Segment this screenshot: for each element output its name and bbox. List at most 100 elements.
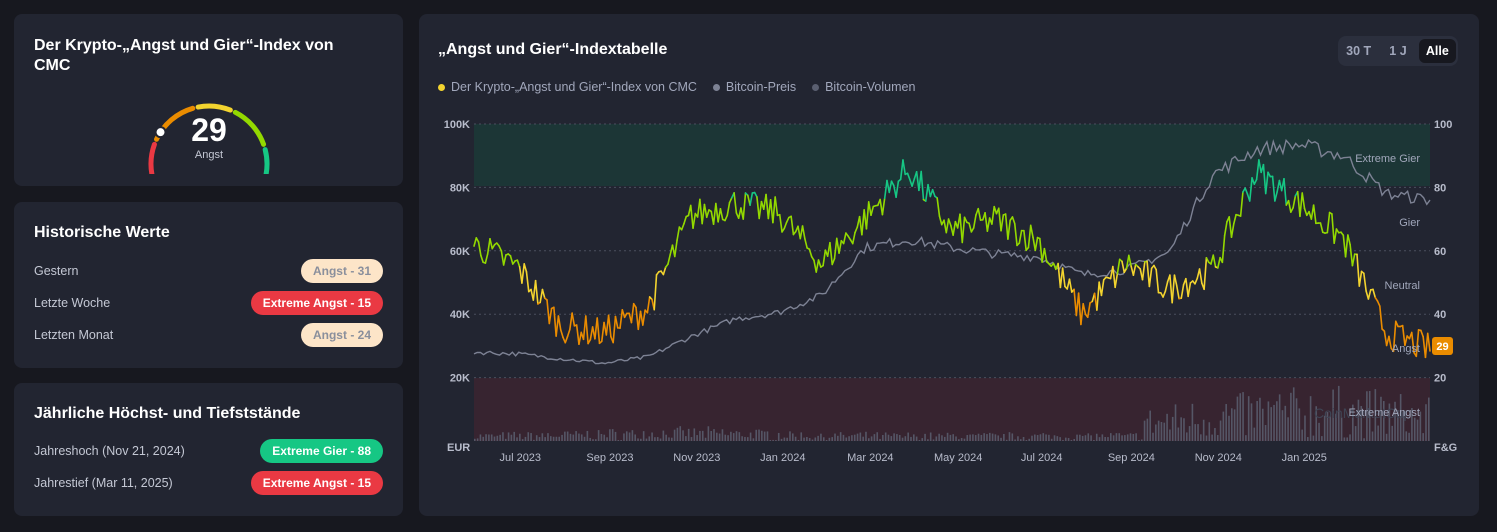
volume-bar bbox=[741, 436, 743, 441]
volume-bar bbox=[786, 437, 788, 441]
fear-greed-segment bbox=[911, 178, 916, 187]
fear-greed-segment bbox=[1420, 329, 1424, 338]
status-badge: Extreme Angst - 15 bbox=[250, 291, 383, 315]
volume-bar bbox=[941, 435, 943, 441]
range-1y-button[interactable]: 1 J bbox=[1389, 44, 1407, 58]
fear-greed-segment bbox=[753, 191, 758, 198]
fear-greed-segment bbox=[726, 201, 731, 217]
volume-bar bbox=[1087, 433, 1090, 441]
fear-greed-segment bbox=[1401, 324, 1406, 347]
x-axis-tick: Jul 2024 bbox=[1021, 452, 1063, 464]
volume-bar bbox=[564, 431, 566, 441]
current-value-label: 29 bbox=[1436, 341, 1448, 353]
volume-bar bbox=[744, 436, 746, 441]
volume-bar bbox=[1346, 437, 1348, 441]
fear-greed-segment bbox=[1018, 229, 1023, 244]
x-axis-tick: Mar 2024 bbox=[847, 452, 893, 464]
fear-greed-segment bbox=[1011, 216, 1016, 225]
x-axis-tick: Nov 2024 bbox=[1195, 452, 1242, 464]
volume-bar bbox=[963, 438, 966, 441]
chart-title: „Angst und Gier“-Indextabelle bbox=[438, 41, 668, 58]
gauge-knob bbox=[154, 126, 167, 139]
volume-bar bbox=[1157, 420, 1160, 441]
volume-bar bbox=[929, 432, 932, 441]
volume-bar bbox=[1208, 422, 1211, 441]
volume-bar bbox=[507, 432, 510, 441]
fear-greed-segment bbox=[1230, 223, 1235, 238]
volume-bar bbox=[1239, 393, 1242, 441]
volume-bar bbox=[544, 437, 546, 441]
volume-bar bbox=[1394, 401, 1396, 441]
volume-bar bbox=[1284, 405, 1287, 441]
fear-greed-segment bbox=[578, 331, 583, 346]
volume-bar bbox=[966, 435, 969, 441]
volume-bar bbox=[1101, 434, 1104, 441]
fear-greed-segment bbox=[502, 254, 507, 266]
volume-bar bbox=[488, 434, 490, 441]
volume-bar bbox=[580, 434, 583, 441]
volume-bar bbox=[803, 437, 805, 441]
volume-bar bbox=[907, 432, 909, 441]
volume-bar bbox=[1188, 426, 1191, 441]
legend-item-volume[interactable]: Bitcoin-Volumen bbox=[812, 80, 915, 94]
x-axis-tick: Jul 2023 bbox=[499, 452, 541, 464]
fear-greed-segment bbox=[959, 213, 964, 244]
range-all-button[interactable]: Alle bbox=[1418, 39, 1456, 63]
volume-bar bbox=[1079, 434, 1081, 441]
volume-bar bbox=[623, 433, 625, 441]
legend-label-volume: Bitcoin-Volumen bbox=[825, 80, 916, 94]
fear-greed-segment bbox=[1415, 329, 1420, 358]
fear-greed-segment bbox=[728, 196, 733, 204]
fear-greed-segment bbox=[831, 257, 836, 266]
volume-bar bbox=[1276, 401, 1278, 441]
volume-bar bbox=[775, 440, 777, 441]
fear-greed-segment bbox=[947, 218, 952, 227]
fear-greed-segment bbox=[1146, 260, 1151, 288]
volume-bar bbox=[1132, 434, 1135, 441]
volume-bar bbox=[637, 438, 639, 441]
fear-greed-segment bbox=[1358, 270, 1363, 287]
volume-bar bbox=[578, 433, 580, 441]
volume-bar bbox=[1160, 421, 1163, 441]
volume-bar bbox=[915, 436, 918, 441]
fear-greed-segment bbox=[1312, 204, 1317, 225]
legend-item-price[interactable]: Bitcoin-Preis bbox=[712, 80, 796, 94]
volume-bar bbox=[867, 438, 870, 441]
fear-greed-segment bbox=[480, 254, 484, 264]
volume-bar bbox=[499, 434, 501, 441]
volume-bar bbox=[620, 440, 622, 441]
volume-bar bbox=[983, 433, 985, 441]
volume-bar bbox=[538, 437, 541, 441]
fear-greed-segment bbox=[1290, 206, 1294, 213]
fear-greed-segment bbox=[1376, 300, 1381, 307]
fear-greed-segment bbox=[1057, 262, 1062, 289]
volume-bar bbox=[1124, 435, 1126, 441]
volume-bar bbox=[879, 438, 881, 441]
volume-bar bbox=[738, 432, 741, 441]
fear-greed-segment bbox=[1007, 219, 1011, 240]
legend-item-index[interactable]: Der Krypto-„Angst und Gier“-Index von CM… bbox=[438, 80, 697, 94]
volume-bar bbox=[654, 437, 656, 441]
volume-bar bbox=[648, 436, 651, 441]
volume-bar bbox=[910, 436, 912, 441]
fear-greed-segment bbox=[895, 180, 900, 199]
fear-greed-segment bbox=[1043, 247, 1048, 263]
fear-greed-segment bbox=[614, 315, 619, 329]
volume-bar bbox=[763, 431, 766, 441]
historic-title: Historische Werte bbox=[34, 224, 170, 241]
fear-greed-segment bbox=[1034, 236, 1039, 252]
zone-label: Extreme Gier bbox=[1355, 153, 1420, 165]
fear-greed-segment bbox=[555, 315, 560, 337]
fear-greed-segment bbox=[1351, 253, 1356, 267]
volume-bar bbox=[1005, 439, 1008, 441]
volume-bar bbox=[980, 434, 983, 441]
fear-greed-segment bbox=[991, 205, 996, 225]
range-30d-button[interactable]: 30 T bbox=[1346, 44, 1372, 58]
volume-bar bbox=[898, 435, 901, 441]
volume-bar bbox=[1306, 437, 1309, 441]
fear-greed-segment bbox=[1185, 277, 1189, 298]
volume-bar bbox=[673, 429, 676, 441]
volume-bar bbox=[986, 434, 988, 441]
fear-greed-segment bbox=[612, 315, 617, 344]
volume-bar bbox=[699, 430, 701, 441]
